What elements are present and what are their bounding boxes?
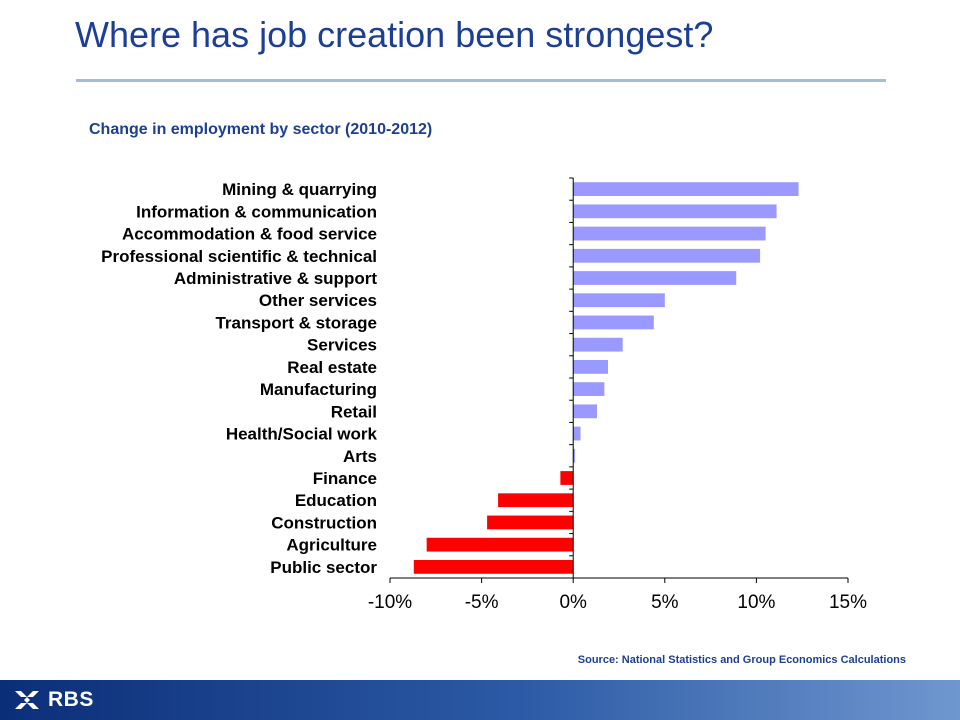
category-label: Transport & storage bbox=[215, 313, 377, 332]
category-label: Mining & quarrying bbox=[222, 180, 377, 199]
bar bbox=[573, 426, 581, 441]
bar bbox=[573, 360, 609, 374]
bar bbox=[573, 293, 665, 308]
bar bbox=[573, 382, 605, 396]
category-label: Finance bbox=[313, 469, 377, 488]
category-label: Accommodation & food service bbox=[122, 225, 377, 244]
category-label: Administrative & support bbox=[174, 269, 377, 288]
x-tick-label: -5% bbox=[465, 592, 499, 613]
category-label: Education bbox=[295, 491, 377, 510]
category-label: Construction bbox=[271, 513, 377, 532]
rbs-logo: RBS bbox=[12, 686, 94, 714]
bar bbox=[573, 271, 737, 285]
bar bbox=[573, 337, 623, 352]
slide-title: Where has job creation been strongest? bbox=[75, 14, 714, 55]
category-label: Public sector bbox=[270, 558, 377, 577]
chart-subtitle: Change in employment by sector (2010-201… bbox=[89, 121, 433, 138]
logo-text: RBS bbox=[48, 688, 94, 711]
bar bbox=[498, 493, 574, 508]
x-tick-label: 10% bbox=[737, 592, 775, 613]
rbs-daisy-icon bbox=[15, 691, 39, 709]
bar bbox=[573, 404, 598, 419]
category-label: Manufacturing bbox=[260, 380, 377, 399]
category-label: Other services bbox=[259, 291, 377, 310]
category-label: Professional scientific & technical bbox=[101, 247, 377, 266]
category-label: Information & communication bbox=[136, 202, 377, 221]
x-tick-label: 5% bbox=[651, 592, 679, 613]
category-label: Real estate bbox=[287, 358, 377, 377]
bar bbox=[573, 204, 777, 219]
bar bbox=[573, 182, 799, 196]
bar-chart: Mining & quarrying Information & communic… bbox=[101, 177, 867, 613]
bar bbox=[573, 226, 766, 241]
bar bbox=[426, 537, 574, 552]
category-label: Services bbox=[307, 336, 377, 355]
category-label: Health/Social work bbox=[226, 425, 378, 444]
footer-band: RBS bbox=[0, 680, 960, 720]
x-tick-label: 15% bbox=[829, 592, 867, 613]
source-note: Source: National Statistics and Group Ec… bbox=[577, 654, 906, 666]
category-label: Retail bbox=[331, 402, 377, 421]
category-label: Agriculture bbox=[286, 536, 377, 555]
category-label: Arts bbox=[343, 447, 377, 466]
bar bbox=[487, 515, 574, 530]
title-divider bbox=[76, 79, 886, 82]
bar bbox=[573, 448, 576, 463]
bar bbox=[413, 560, 574, 574]
bar bbox=[573, 248, 761, 263]
x-tick-label: -10% bbox=[368, 592, 412, 613]
x-tick-label: 0% bbox=[559, 592, 587, 613]
bar bbox=[573, 315, 654, 330]
bar bbox=[560, 471, 574, 485]
